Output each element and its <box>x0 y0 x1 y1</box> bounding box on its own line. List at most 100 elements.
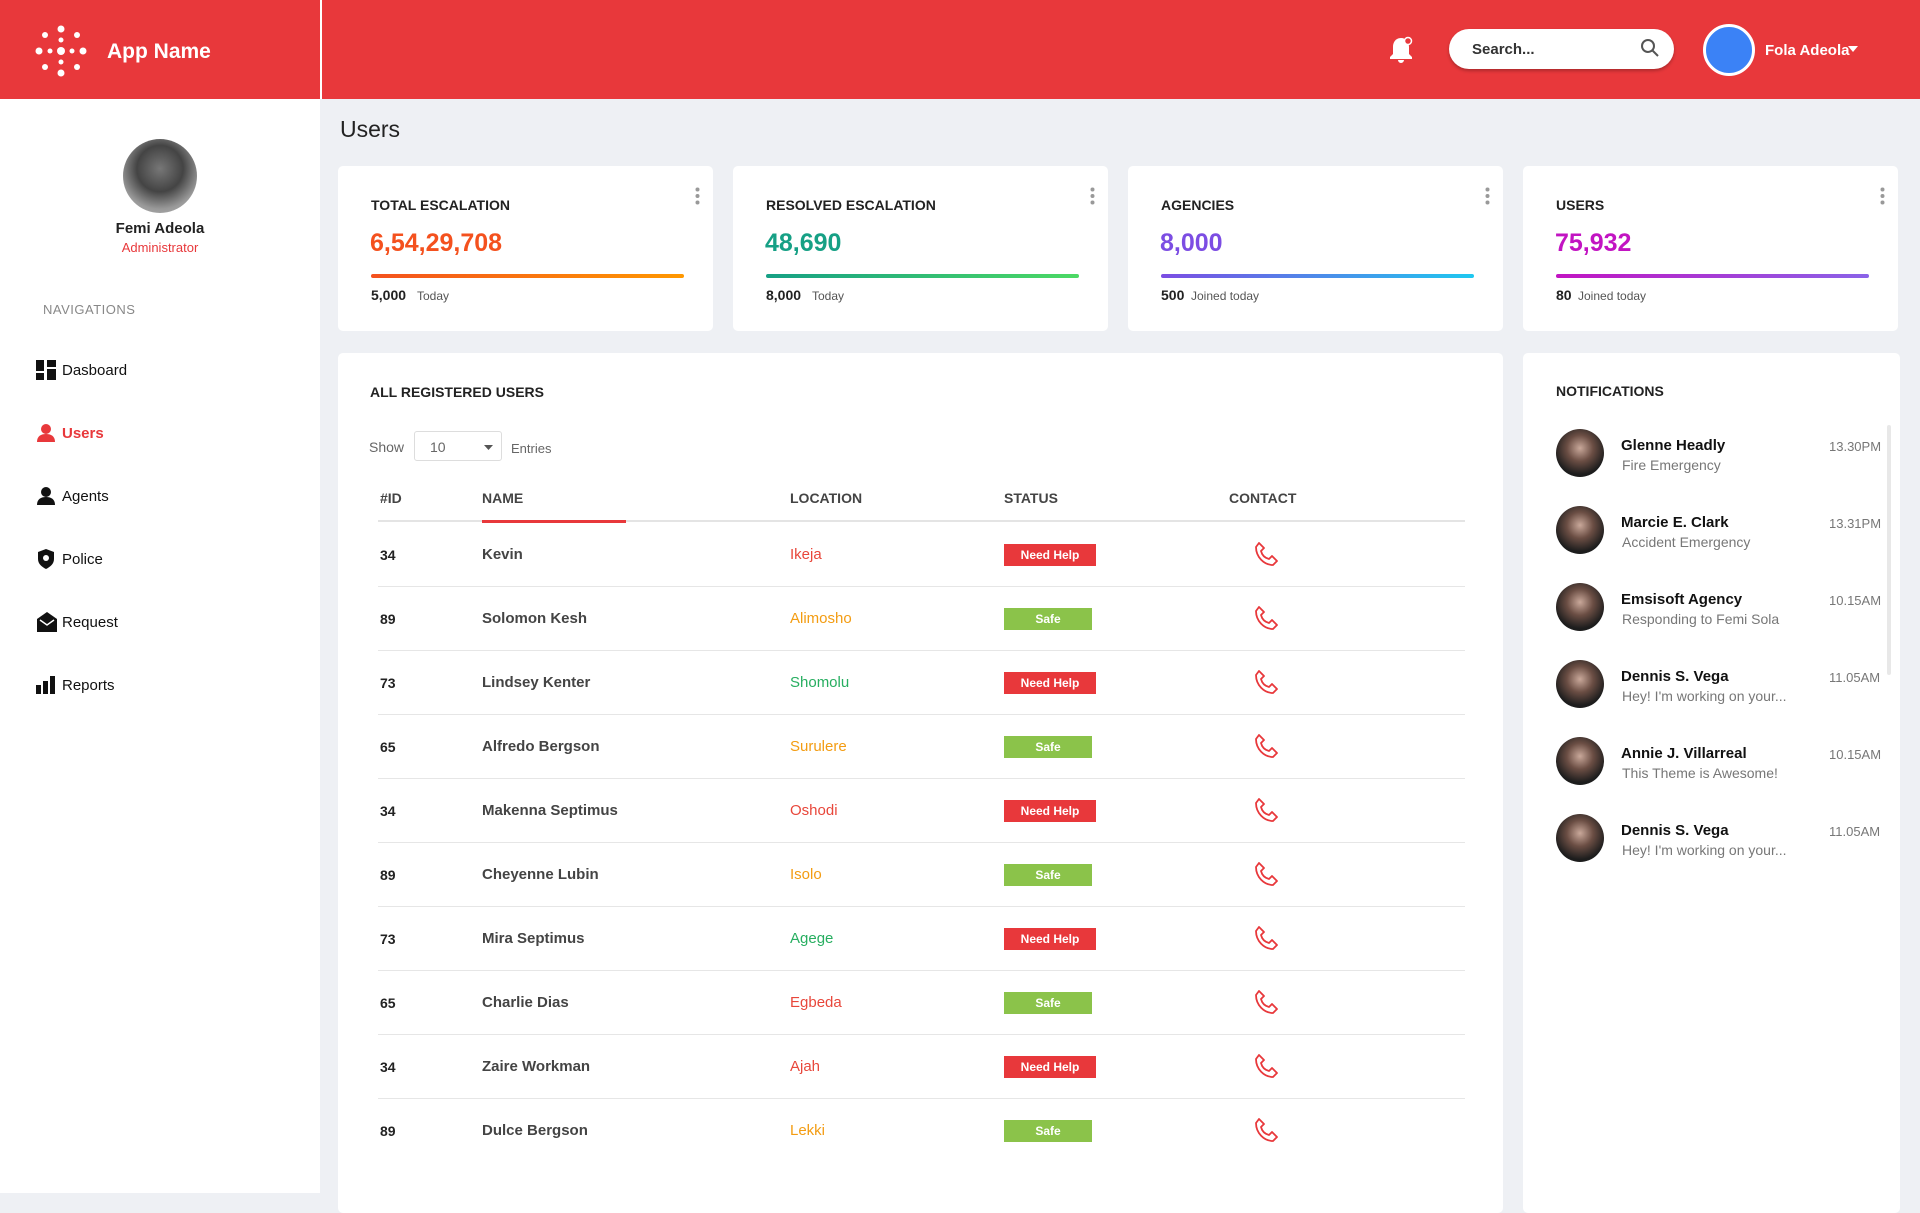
row-id: 65 <box>380 995 396 1011</box>
nav-icon[interactable] <box>36 423 56 443</box>
logo <box>35 25 87 77</box>
stat-footer-value: 8,000 <box>766 287 802 303</box>
row-id: 34 <box>380 547 396 563</box>
call-button[interactable] <box>1252 541 1280 569</box>
nav-icon[interactable] <box>36 549 56 569</box>
row-id: 89 <box>380 867 396 883</box>
profile-role: Administrator <box>121 240 199 255</box>
stat-bar <box>1161 274 1474 278</box>
search-box[interactable] <box>1449 29 1674 69</box>
page-size-select[interactable] <box>414 431 502 461</box>
row-name: Kevin <box>482 546 523 563</box>
user-avatar[interactable] <box>1703 24 1755 76</box>
row-divider <box>378 970 1465 971</box>
page-title: Users <box>340 116 401 142</box>
stat-card <box>1128 166 1503 331</box>
row-divider <box>378 842 1465 843</box>
row-location: Lekki <box>790 1122 826 1139</box>
stat-value: 75,932 <box>1555 229 1632 257</box>
notification-time: 13.30PM <box>1829 439 1882 454</box>
stat-title: AGENCIES <box>1161 197 1235 213</box>
user-name[interactable]: Fola Adeola <box>1765 42 1850 59</box>
profile-name: Femi Adeola <box>115 220 205 237</box>
stat-footer-text: Today <box>812 289 845 303</box>
nav-item[interactable]: Request <box>62 614 118 631</box>
stat-footer-value: 80 <box>1556 287 1572 303</box>
row-id: 65 <box>380 739 396 755</box>
stat-title: USERS <box>1556 197 1605 213</box>
nav-item[interactable]: Reports <box>62 677 115 694</box>
show-label: Show <box>369 439 405 455</box>
row-location: Surulere <box>790 738 847 755</box>
row-location: Isolo <box>790 866 822 883</box>
card-menu[interactable] <box>695 187 700 205</box>
notification-name: Marcie E. Clark <box>1621 514 1729 531</box>
column-header: LOCATION <box>790 490 863 506</box>
scrollbar[interactable] <box>1887 425 1891 675</box>
row-location: Ikeja <box>790 546 822 563</box>
stat-footer-text: Today <box>417 289 450 303</box>
notifications-title: NOTIFICATIONS <box>1556 383 1664 399</box>
row-divider <box>378 1034 1465 1035</box>
call-button[interactable] <box>1252 925 1280 953</box>
row-id: 34 <box>380 803 396 819</box>
entries-label: Entries <box>511 441 552 456</box>
call-button[interactable] <box>1252 861 1280 889</box>
card-menu[interactable] <box>1485 187 1490 205</box>
call-button[interactable] <box>1252 797 1280 825</box>
notification-name: Glenne Headly <box>1621 437 1726 454</box>
call-button[interactable] <box>1252 1117 1280 1145</box>
status-badge: Need Help <box>1004 672 1096 694</box>
app-name: App Name <box>107 40 211 63</box>
card-menu[interactable] <box>1880 187 1885 205</box>
notification-name: Dennis S. Vega <box>1621 822 1729 839</box>
nav-icon[interactable] <box>36 360 56 380</box>
nav-icon[interactable] <box>36 486 56 506</box>
row-name: Cheyenne Lubin <box>482 866 599 883</box>
status-badge: Safe <box>1004 992 1092 1014</box>
notification-avatar <box>1556 814 1604 862</box>
nav-item[interactable]: Agents <box>62 488 109 505</box>
row-name: Dulce Bergson <box>482 1122 588 1139</box>
row-id: 89 <box>380 611 396 627</box>
notification-avatar <box>1556 660 1604 708</box>
stat-value: 6,54,29,708 <box>370 229 503 257</box>
row-divider <box>378 1098 1465 1099</box>
row-location: Alimosho <box>790 610 852 627</box>
notification-time: 10.15AM <box>1829 593 1882 608</box>
notification-name: Dennis S. Vega <box>1621 668 1729 685</box>
card-menu[interactable] <box>1090 187 1095 205</box>
call-button[interactable] <box>1252 989 1280 1017</box>
nav-item[interactable]: Users <box>62 425 104 442</box>
nav-icon[interactable] <box>36 675 56 695</box>
users-table-card <box>338 353 1503 1213</box>
call-button[interactable] <box>1252 1053 1280 1081</box>
notification-name: Annie J. Villarreal <box>1621 745 1747 762</box>
row-name: Mira Septimus <box>482 930 585 947</box>
search-placeholder: Search... <box>1472 41 1535 58</box>
search-icon[interactable] <box>1640 38 1660 58</box>
call-button[interactable] <box>1252 733 1280 761</box>
notification-message: Hey! I'm working on your... <box>1622 842 1787 858</box>
nav-icon[interactable] <box>36 612 58 632</box>
sidebar <box>0 99 320 1193</box>
stat-footer-value: 500 <box>1161 287 1185 303</box>
row-id: 73 <box>380 675 396 691</box>
row-name: Solomon Kesh <box>482 610 588 627</box>
nav-item[interactable]: Police <box>62 551 103 568</box>
call-button[interactable] <box>1252 605 1280 633</box>
notification-message: Responding to Femi Sola <box>1622 611 1780 627</box>
call-button[interactable] <box>1252 669 1280 697</box>
status-badge: Safe <box>1004 864 1092 886</box>
nav-item[interactable]: Dasboard <box>62 362 128 379</box>
stat-title: RESOLVED ESCALATION <box>766 197 936 213</box>
bell-icon[interactable] <box>1388 36 1414 64</box>
table-title: ALL REGISTERED USERS <box>370 384 544 400</box>
profile-photo <box>123 139 197 213</box>
column-header: #ID <box>380 490 402 506</box>
row-location: Ajah <box>790 1058 821 1075</box>
row-id: 34 <box>380 1059 396 1075</box>
status-badge: Safe <box>1004 736 1092 758</box>
